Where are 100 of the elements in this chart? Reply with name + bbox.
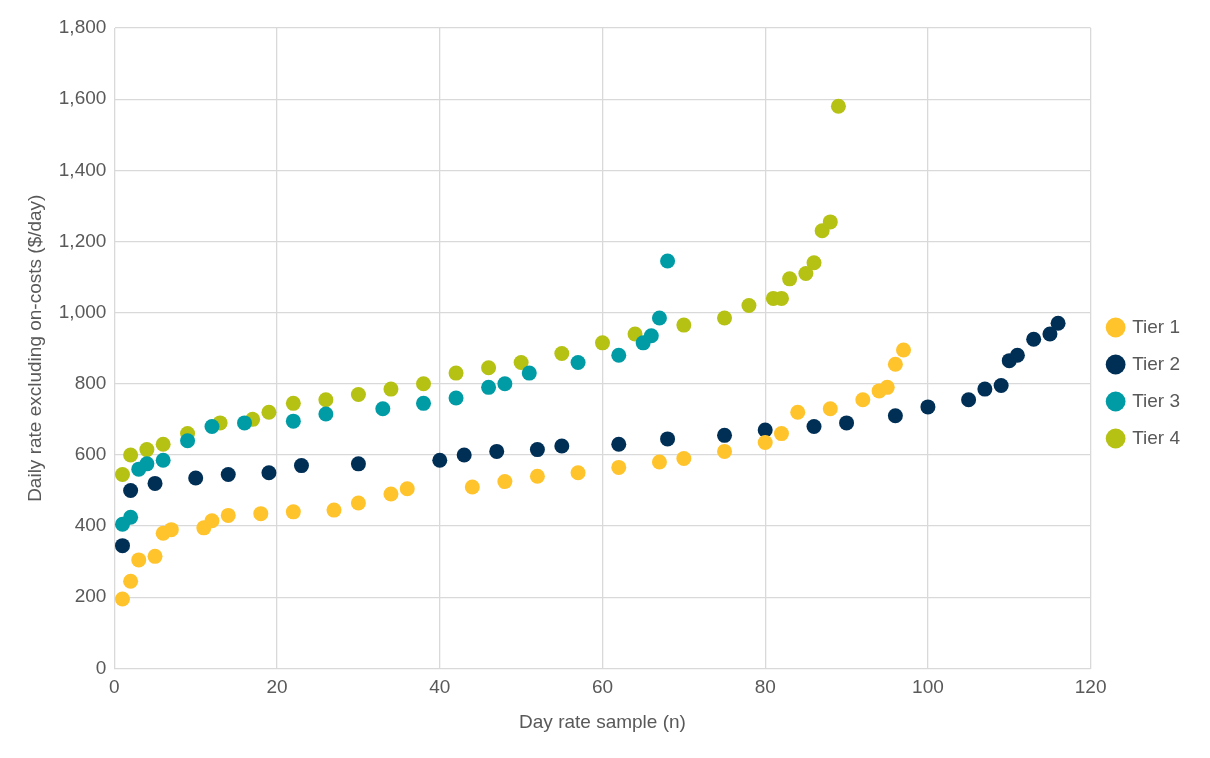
point (481, 360, 497, 376)
x-tick-label: 60 (591, 676, 614, 698)
point (123, 447, 139, 463)
point (261, 465, 277, 481)
legend-label: Tier 1 (1132, 315, 1181, 337)
point (139, 442, 155, 458)
point (513, 354, 529, 370)
point (554, 438, 570, 454)
point (131, 552, 147, 568)
point (611, 347, 627, 363)
point (822, 401, 838, 417)
point (489, 443, 505, 459)
point (611, 436, 627, 452)
point (1009, 347, 1025, 363)
point (285, 395, 301, 411)
point (261, 404, 277, 420)
point (554, 346, 570, 362)
point (416, 395, 432, 411)
x-tick-label: 40 (429, 676, 451, 698)
point (237, 415, 253, 431)
point (147, 548, 163, 564)
point (806, 255, 822, 271)
legend-label: Tier 3 (1132, 389, 1181, 411)
point (375, 401, 391, 417)
point (432, 452, 448, 468)
legend-label: Tier 2 (1132, 352, 1181, 374)
point (114, 591, 130, 607)
point (383, 486, 399, 502)
point (717, 427, 733, 443)
x-tick-label: 100 (912, 676, 944, 698)
point (887, 356, 903, 372)
point (887, 408, 903, 424)
point (717, 443, 733, 459)
y-tick-label: 1,200 (58, 229, 107, 251)
point (757, 434, 773, 450)
point (1042, 326, 1058, 342)
point (790, 404, 806, 420)
point (399, 481, 415, 497)
point (529, 468, 545, 484)
point (497, 474, 513, 490)
point (253, 506, 269, 522)
point (220, 467, 236, 482)
point (961, 392, 977, 408)
point (204, 418, 220, 434)
point (155, 436, 171, 452)
point (879, 379, 895, 395)
point (660, 431, 676, 447)
y-tick-label: 400 (74, 514, 107, 536)
point (806, 418, 822, 434)
point (570, 465, 586, 481)
point (839, 415, 855, 431)
point (782, 271, 798, 287)
point (920, 399, 936, 415)
y-tick-label: 1,800 (58, 16, 107, 38)
point (896, 342, 912, 358)
point (456, 447, 472, 463)
point (220, 507, 236, 523)
point (676, 317, 692, 333)
point (651, 454, 667, 470)
point (660, 253, 676, 269)
point (1050, 315, 1066, 331)
point (285, 413, 301, 429)
point (773, 426, 789, 442)
point (448, 390, 464, 406)
y-axis-title: Daily rate excluding on-costs ($/day) (23, 194, 45, 502)
point (163, 522, 179, 538)
point (611, 459, 627, 475)
point (318, 392, 334, 408)
point (1026, 331, 1042, 347)
point (114, 467, 130, 482)
point (350, 456, 366, 472)
point (521, 365, 537, 381)
point (529, 442, 545, 458)
point (350, 386, 366, 402)
x-tick-label: 80 (754, 676, 776, 698)
point (383, 381, 399, 397)
y-tick-label: 600 (74, 443, 107, 465)
point (293, 458, 309, 474)
y-tick-label: 800 (74, 372, 107, 394)
point (155, 452, 171, 468)
point (326, 502, 342, 518)
point (123, 509, 139, 525)
y-tick-label: 200 (74, 585, 107, 607)
y-tick-label: 1,000 (58, 300, 107, 322)
point (497, 376, 513, 392)
point (822, 214, 838, 230)
y-tick-label: 1,400 (58, 158, 107, 180)
point (676, 450, 692, 466)
point (318, 406, 334, 422)
point (123, 483, 139, 499)
x-axis-title: Day rate sample (n) (519, 710, 686, 732)
y-tick-label: 1,600 (58, 87, 107, 109)
point (741, 298, 757, 314)
point (285, 504, 301, 520)
point (123, 573, 139, 589)
y-tick-label: 0 (95, 656, 107, 678)
point (481, 379, 497, 395)
point (204, 513, 220, 529)
point (139, 456, 155, 472)
point (643, 328, 659, 344)
